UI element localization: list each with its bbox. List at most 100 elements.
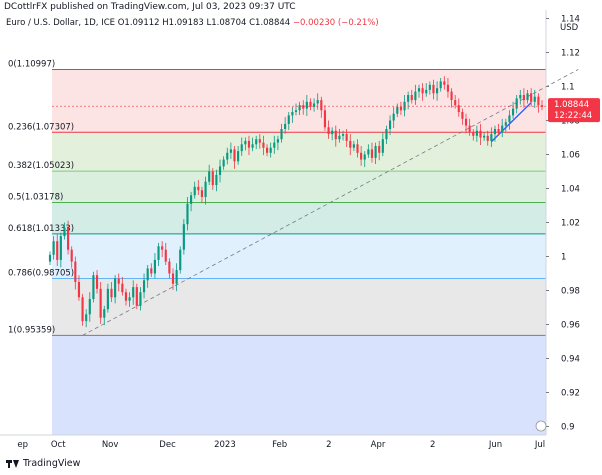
candle-body <box>381 139 384 153</box>
tradingview-logo[interactable]: TradingView <box>6 458 80 469</box>
candle-body <box>222 159 225 167</box>
candle-body <box>67 227 70 250</box>
candle-body <box>425 89 428 94</box>
candle-body <box>146 268 149 281</box>
candle-body <box>334 130 337 140</box>
time-tick-label: 2 <box>326 440 331 450</box>
time-tick-label: Dec <box>159 440 176 450</box>
candle-body <box>48 254 52 262</box>
candle-body <box>244 140 247 145</box>
lightning-icon <box>535 420 547 432</box>
candle-body <box>128 297 131 301</box>
candle-body <box>142 280 146 293</box>
candle-body <box>446 84 450 92</box>
time-tick-label: Jun <box>488 440 502 450</box>
candle-body <box>439 81 442 89</box>
fib-band <box>52 335 546 435</box>
candle-body <box>316 100 319 104</box>
candle-body <box>193 186 196 196</box>
candlestick-series <box>48 76 544 328</box>
candle-body <box>175 270 178 284</box>
candle-body <box>497 129 500 133</box>
last-price-tag <box>548 98 600 123</box>
fib-band <box>52 202 546 234</box>
candle-body <box>388 120 392 129</box>
candle-body <box>204 181 207 197</box>
candle-body <box>262 142 265 148</box>
candle-body <box>135 287 138 306</box>
fib-level-label: 0.236(1.07307) <box>8 122 74 132</box>
candle-body <box>168 261 171 274</box>
trendlines[interactable] <box>82 69 579 336</box>
ohlc-high: H1.09183 <box>162 18 204 28</box>
candle-body <box>106 288 109 310</box>
candle-body <box>132 287 135 298</box>
candle-body <box>280 129 283 140</box>
candle-body <box>414 91 417 101</box>
candle-body <box>385 129 388 140</box>
candle-body <box>81 297 84 322</box>
candle-body <box>526 93 529 101</box>
fib-band <box>52 132 546 172</box>
candle-body <box>522 95 525 101</box>
fib-level-label: 0.786(0.98705) <box>8 269 74 279</box>
candle-body <box>211 171 214 186</box>
fib-level-label: 0(1.10997) <box>8 60 55 70</box>
candle-body <box>475 130 478 136</box>
candle-body <box>338 135 341 140</box>
candle-body <box>251 144 254 148</box>
candle-body <box>407 95 410 102</box>
candle-body <box>171 273 175 284</box>
candle-body <box>483 135 486 138</box>
candle-body <box>392 113 395 121</box>
price-tick-label: 1.06 <box>561 151 580 161</box>
candle-body <box>323 110 327 128</box>
time-tick-label: ep <box>17 440 28 450</box>
candle-body <box>515 98 518 109</box>
price-tick-label: 0.9 <box>561 423 575 433</box>
time-tick-label: Oct <box>51 440 66 450</box>
symbol-legend[interactable]: Euro / U.S. Dollar, 1D, ICE O1.09112 H1.… <box>6 18 379 28</box>
candle-body <box>95 275 99 289</box>
change-value: −0.00230 (−0.21%) <box>292 18 379 28</box>
candle-body <box>179 249 182 271</box>
symbol-name: Euro / U.S. Dollar, 1D, ICE <box>6 18 116 28</box>
candle-body <box>378 146 381 153</box>
price-tick-label: 1.02 <box>561 219 580 229</box>
fibonacci-retracement[interactable]: 0(1.10997) 0.236(1.07307) 0.382(1.05023) 0.… <box>8 60 546 435</box>
candle-body <box>99 288 102 318</box>
candle-body <box>265 147 269 153</box>
candle-body <box>341 134 345 136</box>
candle-body <box>490 134 493 141</box>
candle-body <box>504 122 507 126</box>
candle-body <box>63 227 66 237</box>
dashed-trendline <box>82 69 579 336</box>
candle-body <box>479 130 482 138</box>
ohlc-close: C1.08844 <box>249 18 291 28</box>
candle-body <box>298 105 301 111</box>
candle-body <box>164 249 167 262</box>
candle-body <box>233 149 236 162</box>
candle-body <box>103 309 106 318</box>
solid-trendline <box>490 102 532 143</box>
candle-body <box>237 151 240 162</box>
time-tick-label: Feb <box>272 440 287 450</box>
candle-body <box>186 203 189 225</box>
candle-body <box>240 144 243 152</box>
candle-body <box>356 144 359 153</box>
candle-body <box>190 195 193 204</box>
price-tick-label: 1.12 <box>561 49 580 59</box>
candle-body <box>472 132 475 136</box>
candle-body <box>374 146 377 158</box>
candle-body <box>417 88 421 92</box>
fib-level-label: 0.382(1.05023) <box>8 161 74 171</box>
candle-body <box>399 106 402 111</box>
candle-body <box>291 112 294 116</box>
candle-body <box>464 118 468 126</box>
candle-body <box>302 105 305 109</box>
candle-body <box>493 129 497 135</box>
candle-body <box>450 91 453 101</box>
candle-body <box>247 140 251 148</box>
candle-body <box>255 139 258 145</box>
